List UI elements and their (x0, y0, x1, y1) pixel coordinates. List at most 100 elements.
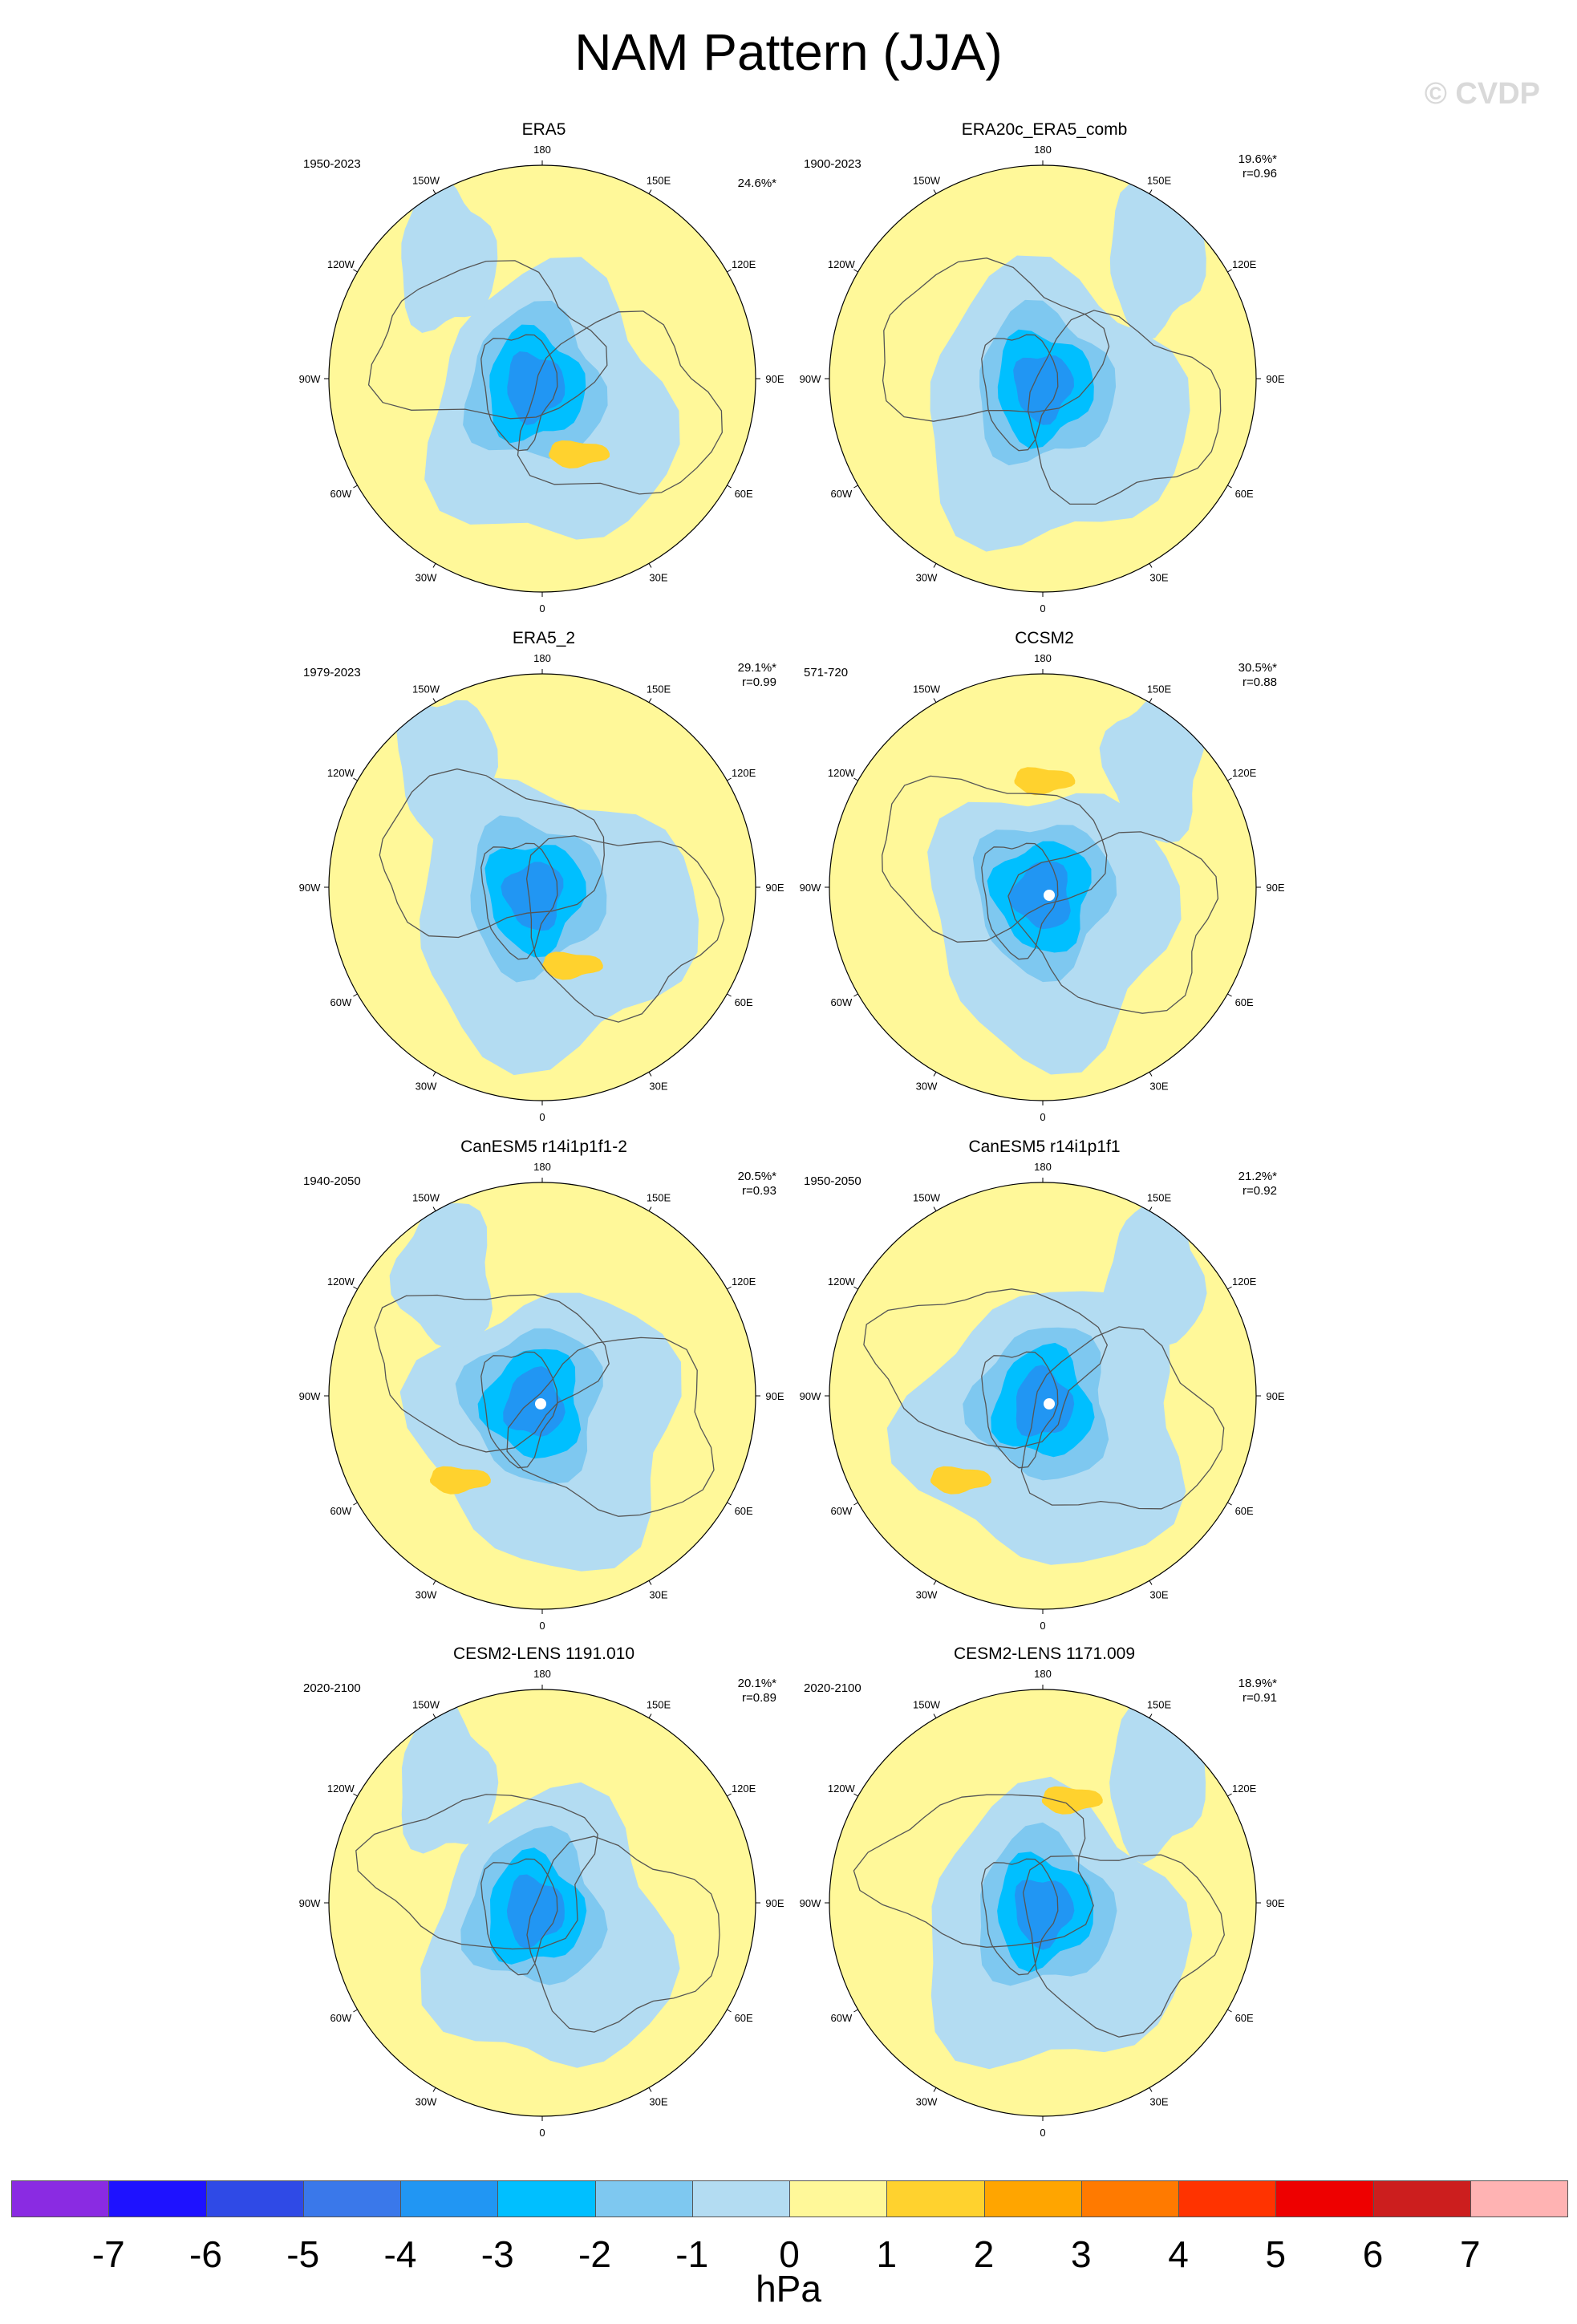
lon-label: 120E (732, 258, 756, 270)
lon-label: 90E (1266, 882, 1284, 894)
negative-core-contour (506, 1874, 565, 1949)
lon-label: 120W (828, 1783, 856, 1795)
lon-tick (1149, 563, 1153, 568)
map-panel: ERA5_2 1979-2023 29.1%* r=0.99 180 0 90W 90E 150… (287, 629, 801, 1142)
colorbar-tick-label: -5 (286, 2233, 320, 2275)
lon-label: 30E (649, 1589, 667, 1601)
lon-label: 150E (1147, 1698, 1172, 1710)
coastline (863, 1288, 1225, 1510)
lon-label: 120E (1232, 258, 1257, 270)
coastline (882, 258, 1222, 505)
lon-label: 180 (533, 144, 551, 156)
lon-label: 60E (1235, 996, 1254, 1008)
lon-label: 60W (830, 2012, 852, 2024)
polar-map: 180 0 90W 90E 150W 150E 120W 120E 60W 60E 30W 30E (299, 144, 784, 614)
lon-tick (1227, 777, 1232, 781)
lon-label: 180 (533, 1161, 551, 1173)
lon-label: 90W (299, 373, 321, 385)
lon-label: 30W (416, 572, 437, 584)
panel-period: 1900-2023 (804, 157, 861, 171)
lon-label: 180 (533, 652, 551, 664)
lon-label: 150E (1147, 1191, 1172, 1203)
colorbar-bin (594, 2180, 693, 2217)
positive-anomaly-blob (429, 1466, 491, 1495)
panel-title: CanESM5 r14i1p1f1-2 (460, 1138, 627, 1156)
lon-label: 60E (1235, 1505, 1254, 1517)
lon-label: 150W (412, 174, 440, 186)
lon-label: 90E (1266, 373, 1284, 385)
lon-tick (1227, 2009, 1232, 2013)
positive-anomaly-blob (930, 1466, 991, 1495)
pattern-correlation: r=0.92 (1243, 1184, 1277, 1198)
coastline (882, 775, 1219, 1014)
colorbar-tick-label: 7 (1459, 2233, 1481, 2275)
panel-title: ERA5_2 (512, 629, 576, 647)
coastline (367, 260, 723, 495)
negative-anomaly-field (1099, 695, 1204, 843)
lon-label: 180 (1034, 144, 1052, 156)
lon-label: 90E (765, 1897, 784, 1909)
lon-tick (353, 269, 358, 273)
map-panel: CESM2-LENS 1171.009 2020-2100 18.9%* r=0.91… (788, 1645, 1301, 2158)
pattern-correlation: r=0.91 (1243, 1691, 1277, 1705)
lon-tick (727, 269, 732, 273)
lon-label: 90E (1266, 1897, 1284, 1909)
lon-tick (853, 2009, 858, 2013)
panel-title: ERA20c_ERA5_comb (961, 120, 1128, 139)
lon-label: 150E (1147, 174, 1172, 186)
lon-tick (353, 777, 358, 781)
lon-tick (853, 485, 858, 489)
colorbar-bin (302, 2180, 401, 2217)
lon-tick (648, 698, 652, 703)
lon-label: 30E (649, 1081, 667, 1093)
map-panel: CanESM5 r14i1p1f1 1950-2050 21.2%* r=0.92 18… (788, 1138, 1301, 1651)
panel-period: 1979-2023 (303, 666, 361, 679)
positive-anomaly-blob (1014, 767, 1076, 796)
colorbar-tick-label: 3 (1070, 2233, 1092, 2275)
lon-label: 120W (828, 1276, 856, 1288)
panel-title: ERA5 (521, 120, 566, 139)
page-title: NAM Pattern (JJA) (574, 23, 1003, 81)
colorbar-tick-label: -2 (578, 2233, 611, 2275)
polar-map: 180 0 90W 90E 150W 150E 120W 120E 60W 60E 30W 30E (800, 1668, 1285, 2139)
colorbar-bin (11, 2180, 110, 2217)
pattern-correlation: r=0.96 (1243, 167, 1277, 180)
lon-label: 60W (330, 1505, 351, 1517)
lon-tick (1149, 1072, 1153, 1077)
lon-tick (1227, 485, 1232, 489)
colorbar-bin (1275, 2180, 1374, 2217)
lon-tick (432, 563, 436, 568)
lon-label: 150W (412, 1191, 440, 1203)
positive-anomaly-blob (541, 951, 603, 980)
lon-tick (727, 777, 732, 781)
polar-map: 180 0 90W 90E 150W 150E 120W 120E 60W 60E 30W 30E (800, 144, 1285, 614)
pattern-correlation: r=0.93 (742, 1184, 776, 1198)
lon-label: 30W (916, 572, 938, 584)
lon-tick (727, 2009, 732, 2013)
lon-tick (1149, 1207, 1153, 1211)
lon-label: 30E (1149, 1589, 1168, 1601)
lon-tick (432, 1714, 436, 1718)
variance-explained: 29.1%* (737, 661, 776, 675)
lon-tick (432, 189, 436, 194)
lon-tick (933, 1580, 937, 1585)
panel-stats: 18.9%* r=0.91 (1238, 1677, 1277, 1705)
lon-label: 60W (330, 996, 351, 1008)
lon-label: 0 (539, 1111, 545, 1123)
lon-tick (853, 1286, 858, 1290)
lon-tick (727, 1793, 732, 1797)
colorbar-bin (1372, 2180, 1471, 2217)
lon-label: 120W (327, 1783, 355, 1795)
lon-tick (853, 269, 858, 273)
lon-label: 90W (800, 1897, 821, 1909)
lon-label: 60E (735, 2012, 753, 2024)
lon-label: 30E (1149, 2096, 1168, 2108)
panel-period: 1950-2050 (804, 1174, 861, 1188)
lon-label: 60E (1235, 2012, 1254, 2024)
lon-label: 90W (800, 1390, 821, 1402)
lon-tick (933, 189, 937, 194)
lon-tick (933, 1207, 937, 1211)
lon-tick (648, 189, 652, 194)
panel-period: 2020-2100 (804, 1681, 861, 1695)
colorbar-tick-label: -1 (675, 2233, 709, 2275)
